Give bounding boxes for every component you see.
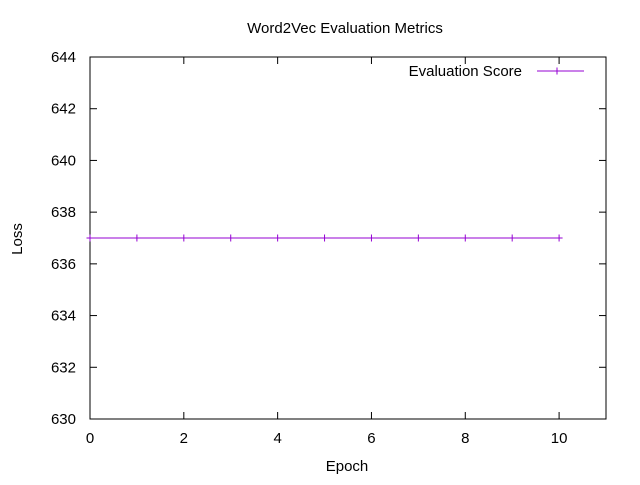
x-axis-label: Epoch — [326, 458, 369, 475]
y-tick-label: 636 — [51, 256, 76, 273]
x-axis-ticks: 0 2 4 6 8 10 — [86, 57, 568, 447]
y-tick-label: 644 — [51, 49, 76, 66]
x-tick-label: 10 — [551, 430, 568, 447]
data-point — [367, 234, 375, 242]
x-tick-label: 0 — [86, 430, 94, 447]
data-point — [133, 234, 141, 242]
data-point — [86, 234, 94, 242]
legend: Evaluation Score — [409, 63, 584, 80]
series-layer — [86, 234, 563, 242]
y-tick-label: 638 — [51, 204, 76, 221]
data-point — [414, 234, 422, 242]
x-tick-label: 4 — [273, 430, 281, 447]
legend-label: Evaluation Score — [409, 63, 522, 80]
chart-title: Word2Vec Evaluation Metrics — [247, 20, 443, 37]
data-point — [508, 234, 516, 242]
data-point — [274, 234, 282, 242]
y-axis-label: Loss — [9, 223, 26, 255]
x-tick-label: 6 — [367, 430, 375, 447]
y-tick-label: 642 — [51, 101, 76, 118]
legend-swatch — [537, 67, 584, 75]
data-point — [227, 234, 235, 242]
data-point — [555, 234, 563, 242]
y-tick-label: 630 — [51, 411, 76, 428]
y-tick-label: 634 — [51, 308, 76, 325]
x-tick-label: 8 — [461, 430, 469, 447]
y-axis-ticks: 630 632 634 636 638 640 642 644 — [51, 49, 606, 428]
y-tick-label: 632 — [51, 359, 76, 376]
data-point — [321, 234, 329, 242]
y-tick-label: 640 — [51, 152, 76, 169]
x-tick-label: 2 — [180, 430, 188, 447]
data-point — [461, 234, 469, 242]
data-point — [180, 234, 188, 242]
